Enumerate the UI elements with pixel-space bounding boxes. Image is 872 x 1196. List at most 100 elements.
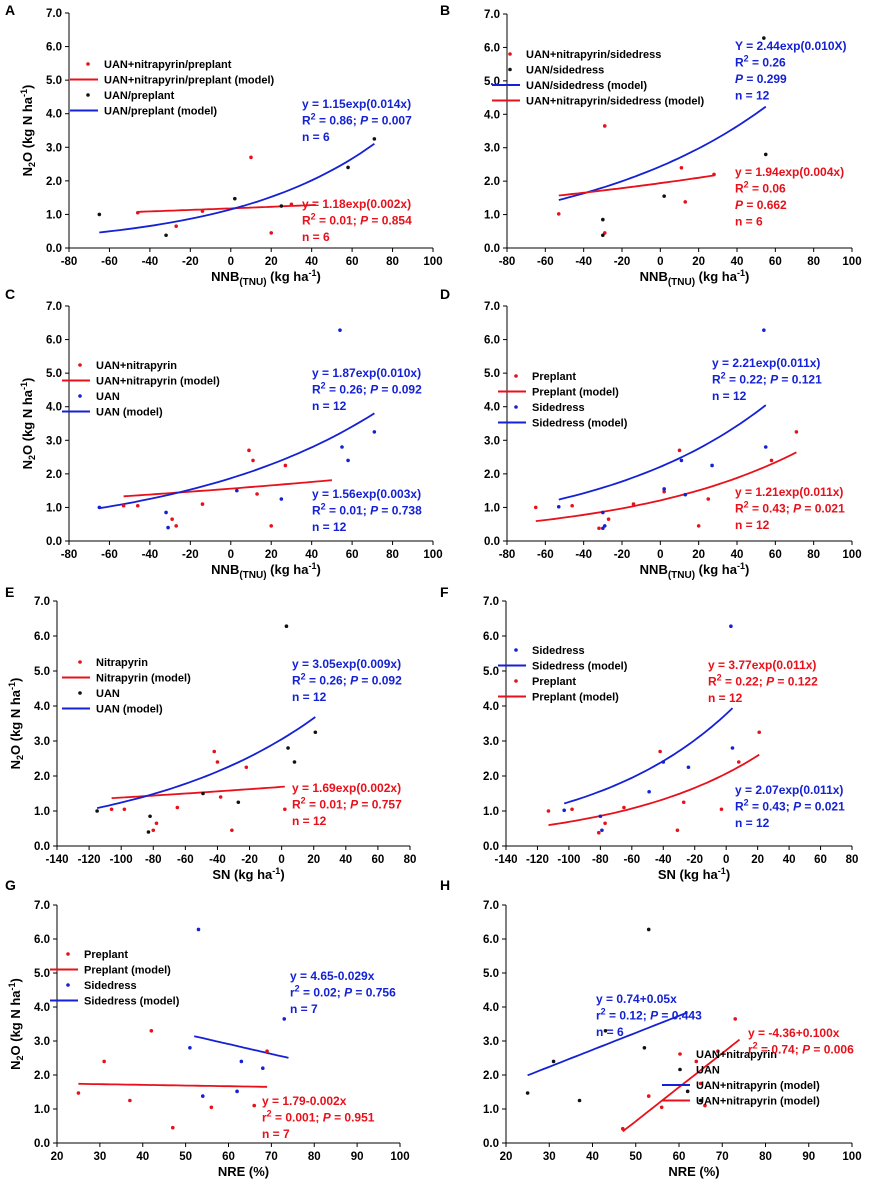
data-point	[209, 1105, 214, 1110]
data-point	[135, 210, 140, 215]
y-tick-label: 4.0	[484, 402, 500, 414]
data-point	[736, 760, 741, 764]
data-point	[175, 805, 180, 810]
x-tick-label: 50	[629, 1151, 642, 1163]
x-tick-label: 20	[692, 256, 705, 268]
y-tick-label: 1.0	[46, 209, 62, 221]
data-point	[76, 1091, 81, 1095]
legend-label: UAN+nitrapyrin (model)	[696, 1080, 820, 1092]
data-point	[252, 1103, 257, 1108]
y-tick-label: 6.0	[34, 934, 50, 946]
y-tick-label: 2.0	[34, 1070, 50, 1082]
data-point	[685, 1089, 690, 1094]
legend-marker	[66, 983, 70, 987]
data-point	[269, 524, 274, 528]
x-tick-label: -80	[499, 256, 516, 268]
annotation-text: R2 = 0.26	[735, 54, 786, 70]
legend-marker	[86, 62, 90, 66]
panel-letter: F	[440, 584, 449, 600]
x-tick-label: 40	[731, 256, 744, 268]
legend-label: UAN/preplant	[104, 90, 175, 102]
legend-label: Preplant	[532, 371, 576, 383]
data-point	[677, 448, 682, 453]
annotation-text: y = 1.18exp(0.002x)	[302, 197, 411, 211]
x-tick-label: -80	[592, 854, 609, 866]
annotation-text: R2 = 0.43; P = 0.021	[735, 500, 845, 516]
y-tick-label: 6.0	[484, 42, 500, 54]
y-tick-label: 5.0	[34, 666, 50, 678]
data-point	[279, 204, 284, 208]
y-tick-label: 7.0	[46, 301, 62, 313]
y-tick-label: 0.0	[34, 1138, 50, 1150]
data-point	[683, 492, 688, 497]
data-point	[247, 448, 251, 453]
data-point	[166, 525, 170, 530]
y-tick-label: 2.0	[484, 176, 500, 188]
annotation-text: y = 1.87exp(0.010x)	[312, 366, 421, 380]
annotation-text: R2 = 0.01; P = 0.738	[312, 502, 422, 518]
x-tick-label: -80	[499, 549, 516, 561]
y-axis-label: N2O (kg N ha-1)	[7, 978, 25, 1070]
y-tick-label: 4.0	[46, 402, 62, 414]
data-point	[601, 510, 605, 515]
legend-label: UAN/sidedress	[526, 65, 604, 77]
legend-label: Preplant (model)	[532, 387, 619, 399]
data-point	[200, 502, 205, 506]
data-point	[121, 503, 126, 508]
x-tick-label: -20	[182, 549, 199, 561]
x-tick-label: -20	[614, 256, 631, 268]
x-tick-label: 90	[351, 1151, 364, 1163]
annotation-text: r2 = 0.74; P = 0.006	[748, 1041, 854, 1057]
annotation-text: R2 = 0.26; P = 0.092	[312, 381, 422, 397]
annotation-text: y = 3.05exp(0.009x)	[292, 657, 401, 671]
y-axis-label: N2O (kg N ha-1)	[19, 85, 37, 177]
data-point	[659, 1105, 664, 1110]
legend-label: Nitrapyrin	[96, 657, 148, 669]
annotation-text: n = 12	[735, 89, 770, 103]
y-tick-label: 3.0	[34, 1036, 50, 1048]
y-tick-label: 4.0	[34, 1002, 50, 1014]
legend-marker	[514, 679, 518, 683]
y-tick-label: 7.0	[484, 301, 500, 313]
annotation-text: R2 = 0.01; P = 0.854	[302, 212, 412, 228]
annotation-text: y = 1.69exp(0.002x)	[292, 781, 401, 795]
y-tick-label: 2.0	[483, 1070, 499, 1082]
data-point	[703, 1103, 707, 1108]
model-curve	[527, 1011, 688, 1077]
legend-label: UAN+nitrapyrin/sidedress	[526, 49, 661, 61]
y-tick-label: 0.0	[483, 1138, 499, 1150]
legend-marker	[78, 363, 82, 367]
panel-letter: H	[440, 877, 450, 893]
x-tick-label: 60	[346, 256, 359, 268]
y-tick-label: 3.0	[46, 142, 62, 154]
annotation-text: n = 12	[712, 389, 747, 403]
model-curve	[194, 1035, 289, 1059]
annotation-text: y = 4.65-0.029x	[290, 969, 375, 983]
x-tick-label: -60	[177, 854, 194, 866]
data-point	[556, 212, 561, 216]
data-point	[533, 505, 538, 510]
data-point	[570, 503, 574, 508]
y-tick-label: 5.0	[484, 368, 500, 380]
annotation-text: n = 12	[735, 816, 770, 830]
data-point	[154, 821, 159, 826]
data-point	[706, 497, 711, 501]
data-point	[763, 152, 768, 157]
x-tick-label: 60	[814, 854, 827, 866]
legend-label: UAN+nitrapyrin (model)	[696, 1096, 820, 1108]
data-point	[686, 765, 691, 770]
y-tick-label: 5.0	[46, 368, 62, 380]
data-point	[570, 807, 574, 812]
data-point	[551, 1059, 556, 1064]
data-point	[149, 1029, 154, 1033]
legend-label: UAN	[696, 1065, 720, 1077]
data-point	[97, 505, 102, 510]
annotation-text: P = 0.662	[735, 198, 787, 212]
legend-label: Nitrapyrin (model)	[96, 673, 191, 685]
y-tick-label: 2.0	[34, 771, 50, 783]
x-tick-label: 50	[179, 1151, 192, 1163]
model-curve	[558, 174, 715, 197]
data-point	[606, 517, 611, 521]
annotation-text: y = 1.94exp(0.004x)	[735, 165, 844, 179]
data-point	[577, 1098, 582, 1103]
